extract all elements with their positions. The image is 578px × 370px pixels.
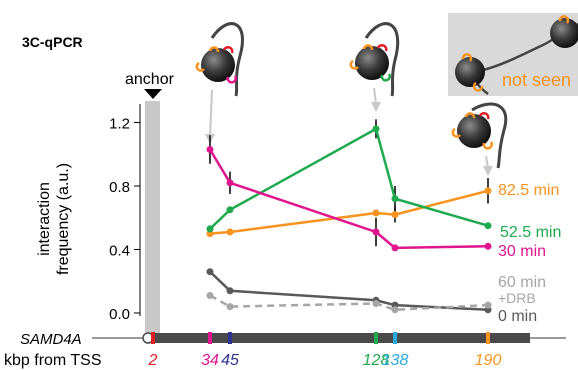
x-tick-label: 190 xyxy=(475,352,502,369)
data-point xyxy=(226,179,234,187)
y-tick-label: 1.2 xyxy=(109,116,130,133)
x-tick xyxy=(374,332,378,344)
gene-label: SAMD4A xyxy=(20,331,82,348)
y-tick-label: 0.4 xyxy=(109,243,130,260)
cartoon-190kbp xyxy=(451,102,508,169)
data-point xyxy=(484,301,492,309)
series-layer xyxy=(206,125,492,314)
inset-not-seen: not seen xyxy=(448,13,578,96)
x-tick-label: 128 xyxy=(363,352,390,369)
gene-track: SAMD4A xyxy=(20,331,566,348)
x-tick-label: 34 xyxy=(201,352,219,369)
data-point xyxy=(226,228,234,236)
data-point xyxy=(372,209,380,217)
series-label: +DRB xyxy=(498,290,536,306)
data-point xyxy=(484,242,492,250)
x-tick xyxy=(393,332,397,344)
x-axis-label: kbp from TSS xyxy=(4,352,102,369)
anchor-label: anchor xyxy=(125,71,175,88)
x-tick-label: 45 xyxy=(221,352,239,369)
data-point xyxy=(226,206,234,214)
error-bars xyxy=(209,119,489,247)
inset-label: not seen xyxy=(502,70,571,90)
series-label: 82.5 min xyxy=(498,182,559,199)
y-axis-title: interaction frequency (a.u.) xyxy=(36,163,72,275)
series-label: 52.5 min xyxy=(500,224,561,241)
x-tick xyxy=(208,332,212,344)
x-tick-label: 138 xyxy=(382,352,409,369)
data-point xyxy=(391,195,399,203)
y-tick-label: 0.8 xyxy=(109,179,130,196)
series-line-52-5-min xyxy=(209,127,489,230)
x-tick xyxy=(486,332,490,344)
data-point xyxy=(391,306,399,314)
gene-body xyxy=(148,333,530,343)
series-label: 0 min xyxy=(498,308,537,325)
data-point xyxy=(391,211,399,219)
series-line-0-min xyxy=(209,270,489,312)
cartoon-arrows xyxy=(205,87,493,176)
series-labels: 30 min 52.5 min 82.5 min 0 min 60 min+DRB xyxy=(498,182,561,325)
cartoon-128kbp xyxy=(349,22,400,97)
panel-label: 3C-qPCR xyxy=(22,34,83,50)
data-point xyxy=(372,125,380,133)
data-point xyxy=(226,303,234,311)
inset-ball-right xyxy=(550,18,578,48)
anchor-arrow-icon xyxy=(144,89,162,99)
y-axis-label-line2: frequency (a.u.) xyxy=(55,163,72,275)
series-label: 30 min xyxy=(498,243,546,260)
x-tick xyxy=(228,332,232,344)
data-point xyxy=(391,244,399,252)
y-tick-label: 0.0 xyxy=(109,306,130,323)
x-tick xyxy=(151,332,155,344)
inset-ball-left xyxy=(455,57,485,87)
data-point xyxy=(206,146,214,153)
data-point xyxy=(206,268,214,276)
x-tick-label: 2 xyxy=(148,352,158,369)
data-point xyxy=(484,222,492,230)
data-point xyxy=(372,300,380,307)
data-point xyxy=(484,187,492,195)
y-axis-label-line1: interaction xyxy=(36,182,53,256)
cartoon-34kbp xyxy=(195,22,244,97)
data-point xyxy=(372,228,380,236)
series-label: 60 min xyxy=(498,274,546,291)
data-point xyxy=(206,292,214,299)
data-point xyxy=(226,287,234,295)
y-ticks: 0.0 0.4 0.8 1.2 xyxy=(109,116,140,323)
anchor-bar xyxy=(145,101,160,334)
data-point xyxy=(206,225,214,233)
